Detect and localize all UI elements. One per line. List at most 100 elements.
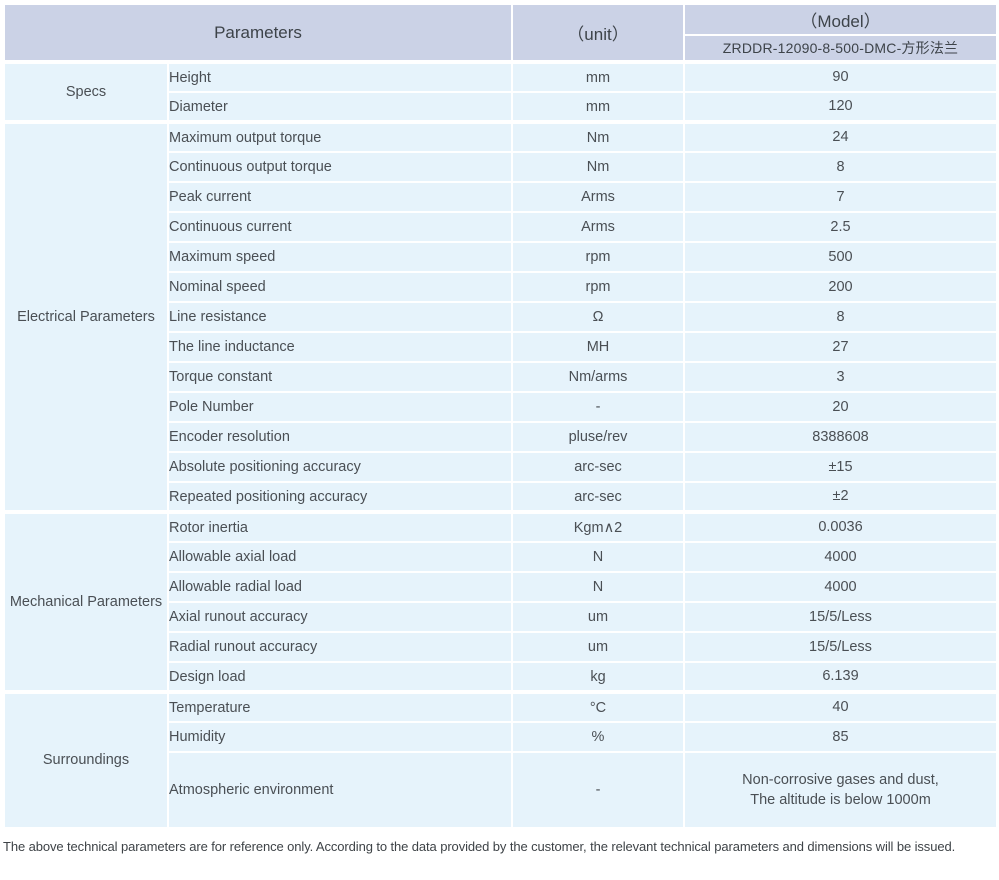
table-row: Design load kg 6.139	[4, 661, 998, 693]
param-unit-cell: °C	[511, 691, 685, 723]
table-row: Peak current Arms 7	[4, 181, 998, 213]
param-value-cell: 120	[683, 91, 998, 123]
spec-table: Parameters （unit） （Model） ZRDDR-12090-8-…	[3, 3, 998, 829]
table-row: Torque constant Nm/arms 3	[4, 361, 998, 393]
param-value-cell: 0.0036	[683, 511, 998, 543]
param-unit-cell: pluse/rev	[511, 421, 685, 453]
table-row: Atmospheric environment - Non-corrosive …	[4, 751, 998, 829]
param-value-cell: 6.139	[683, 661, 998, 693]
table-row: Mechanical Parameters Rotor inertia Kgm∧…	[3, 511, 998, 693]
table-row: Line resistance Ω 8	[4, 301, 998, 333]
param-name-cell: Temperature	[167, 691, 513, 723]
param-value-cell: 40	[683, 691, 998, 723]
param-value-cell: 200	[683, 271, 998, 303]
param-value-cell: 3	[683, 361, 998, 393]
param-name-cell: Torque constant	[167, 361, 513, 393]
section-label-surroundings: Surroundings	[3, 691, 169, 829]
param-unit-cell: Nm/arms	[511, 361, 685, 393]
param-name-cell: Diameter	[167, 91, 513, 123]
param-unit-cell: kg	[511, 661, 685, 693]
param-unit-cell: N	[511, 571, 685, 603]
param-value-cell: 2.5	[683, 211, 998, 243]
param-value-cell: 4000	[683, 571, 998, 603]
table-row: Nominal speed rpm 200	[4, 271, 998, 303]
param-unit-cell: Ω	[511, 301, 685, 333]
param-name-cell: Pole Number	[167, 391, 513, 423]
param-name-cell: Axial runout accuracy	[167, 601, 513, 633]
param-name-cell: Allowable axial load	[167, 541, 513, 573]
table-row: Repeated positioning accuracy arc-sec ±2	[4, 481, 998, 513]
param-name-cell: Rotor inertia	[167, 511, 513, 543]
param-value-cell: 15/5/Less	[683, 601, 998, 633]
footnote: The above technical parameters are for r…	[3, 839, 956, 854]
param-unit-cell: Nm	[511, 121, 685, 153]
table-row: The line inductance MH 27	[4, 331, 998, 363]
param-unit-cell: arc-sec	[511, 451, 685, 483]
param-unit-cell: Kgm∧2	[511, 511, 685, 543]
param-value-cell: 15/5/Less	[683, 631, 998, 663]
param-unit-cell: rpm	[511, 241, 685, 273]
section-specs: Specs Height mm 90 Diameter mm 120	[3, 61, 998, 123]
param-value-cell: 85	[683, 721, 998, 753]
section-label-mechanical: Mechanical Parameters	[3, 511, 169, 693]
param-name-cell: Maximum speed	[167, 241, 513, 273]
param-name-cell: Height	[167, 61, 513, 93]
table-row: Specs Height mm 90	[3, 61, 998, 123]
param-value-cell: ±15	[683, 451, 998, 483]
param-name-cell: Radial runout accuracy	[167, 631, 513, 663]
section-label-electrical: Electrical Parameters	[3, 121, 169, 513]
table-row: Radial runout accuracy um 15/5/Less	[4, 631, 998, 663]
param-name-cell: Absolute positioning accuracy	[167, 451, 513, 483]
param-value-cell: 8388608	[683, 421, 998, 453]
param-unit-cell: um	[511, 601, 685, 633]
param-name-cell: Nominal speed	[167, 271, 513, 303]
param-name-cell: Maximum output torque	[167, 121, 513, 153]
section-electrical: Electrical Parameters Maximum output tor…	[3, 121, 998, 513]
header-parameters: Parameters	[3, 3, 513, 63]
param-unit-cell: -	[511, 391, 685, 423]
param-name-cell: Continuous output torque	[167, 151, 513, 183]
table-row: Maximum speed rpm 500	[4, 241, 998, 273]
param-name-cell: Repeated positioning accuracy	[167, 481, 513, 513]
param-name-cell: Encoder resolution	[167, 421, 513, 453]
param-unit-cell: N	[511, 541, 685, 573]
param-unit-cell: Nm	[511, 151, 685, 183]
param-unit-cell: %	[511, 721, 685, 753]
table-row: Continuous current Arms 2.5	[4, 211, 998, 243]
table-row: Axial runout accuracy um 15/5/Less	[4, 601, 998, 633]
param-unit-cell: rpm	[511, 271, 685, 303]
section-mechanical: Mechanical Parameters Rotor inertia Kgm∧…	[3, 511, 998, 693]
param-value-cell: 500	[683, 241, 998, 273]
param-unit-cell: Arms	[511, 181, 685, 213]
section-label-specs: Specs	[3, 61, 169, 123]
param-unit-cell: -	[511, 751, 685, 829]
param-value-cell: Non-corrosive gases and dust, The altitu…	[683, 751, 998, 829]
table-row: Electrical Parameters Maximum output tor…	[3, 121, 998, 513]
param-name-cell: Design load	[167, 661, 513, 693]
section-surroundings: Surroundings Temperature °C 40 Humidity …	[3, 691, 998, 829]
table-row: Pole Number - 20	[4, 391, 998, 423]
param-value-cell: ±2	[683, 481, 998, 513]
param-unit-cell: MH	[511, 331, 685, 363]
param-value-cell: 7	[683, 181, 998, 213]
header-model: （Model）	[683, 3, 998, 36]
param-name-cell: Peak current	[167, 181, 513, 213]
model-number: ZRDDR-12090-8-500-DMC-方形法兰	[683, 34, 998, 63]
param-unit-cell: mm	[511, 91, 685, 123]
table-row: Diameter mm 120	[4, 91, 998, 123]
param-value-cell: 20	[683, 391, 998, 423]
param-unit-cell: mm	[511, 61, 685, 93]
param-unit-cell: arc-sec	[511, 481, 685, 513]
param-name-cell: The line inductance	[167, 331, 513, 363]
table-row: Humidity % 85	[4, 721, 998, 753]
param-value-cell: 90	[683, 61, 998, 93]
table-header: Parameters （unit） （Model） ZRDDR-12090-8-…	[3, 3, 998, 63]
param-name-cell: Humidity	[167, 721, 513, 753]
table-row: Encoder resolution pluse/rev 8388608	[4, 421, 998, 453]
param-unit-cell: Arms	[511, 211, 685, 243]
param-value-cell: 24	[683, 121, 998, 153]
table-row: Absolute positioning accuracy arc-sec ±1…	[4, 451, 998, 483]
param-unit-cell: um	[511, 631, 685, 663]
param-value-cell: 4000	[683, 541, 998, 573]
